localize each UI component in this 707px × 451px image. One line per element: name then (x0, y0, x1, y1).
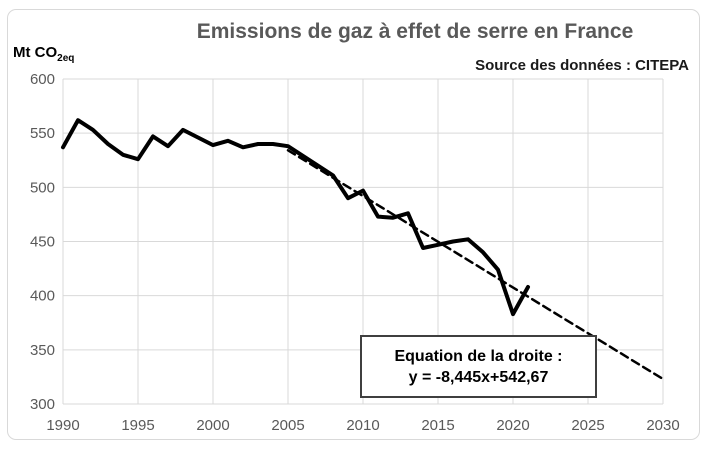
y-axis-tick-label: 600 (30, 71, 55, 88)
trend-dashed-line (286, 149, 665, 381)
equation-formula: y = -8,445x+542,67 (408, 368, 549, 386)
x-axis-tick-label: 2015 (421, 417, 454, 434)
chart-source-subtitle: Source des données : CITEPA (475, 57, 689, 74)
x-axis-tick-label: 1995 (121, 417, 154, 434)
equation-annotation-box: Equation de la droite : y = -8,445x+542,… (360, 335, 597, 398)
y-axis-tick-label: 450 (30, 234, 55, 251)
x-axis-tick-label: 2030 (646, 417, 679, 434)
y-axis-tick-label: 500 (30, 179, 55, 196)
y-axis-unit-label: Mt CO2eq (13, 44, 74, 64)
x-axis-tick-label: 2005 (271, 417, 304, 434)
x-axis-tick-label: 2025 (571, 417, 604, 434)
y-axis-tick-label: 300 (30, 396, 55, 413)
y-axis-tick-label: 550 (30, 125, 55, 142)
x-axis-tick-label: 1990 (46, 417, 79, 434)
x-axis-tick-label: 2010 (346, 417, 379, 434)
y-axis-tick-label: 400 (30, 288, 55, 305)
x-axis-tick-label: 2000 (196, 417, 229, 434)
chart-title: Emissions de gaz à effet de serre en Fra… (196, 20, 634, 43)
chart-outer-border (7, 9, 700, 440)
y-axis-unit-main: Mt CO (13, 44, 58, 61)
y-axis-tick-label: 350 (30, 342, 55, 359)
emissions-series-line (61, 118, 530, 317)
equation-label: Equation de la droite : (394, 347, 563, 365)
y-axis-unit-subscript: 2eq (57, 53, 75, 64)
x-axis-tick-label: 2020 (496, 417, 529, 434)
